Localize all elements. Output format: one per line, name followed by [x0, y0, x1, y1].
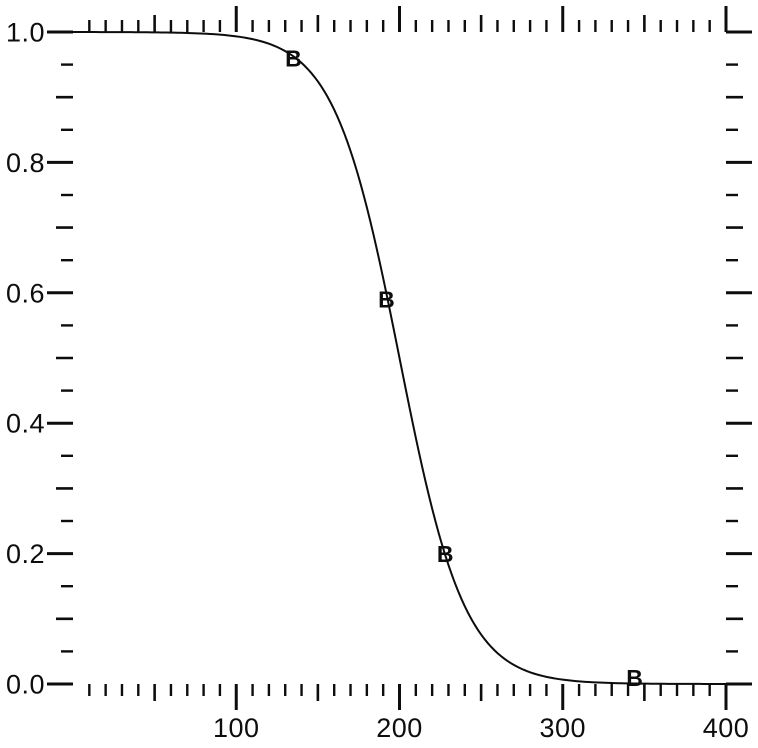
data-marker-B: B — [378, 287, 395, 313]
data-marker-B: B — [626, 665, 643, 691]
x-axis-tick-label: 400 — [703, 713, 750, 743]
bottom-axis: 100 200 300 400 — [88, 684, 750, 743]
y-axis-tick-label: 0.8 — [6, 148, 45, 178]
y-axis-tick-label: 0.4 — [6, 409, 45, 439]
data-marker-B: B — [285, 45, 302, 71]
fitted-curve — [73, 31, 726, 685]
y-axis-tick-label: 1.0 — [6, 18, 45, 48]
fitted-curve-group — [73, 31, 726, 685]
x-axis-tick-label: 200 — [376, 713, 423, 743]
y-axis-tick-label: 0.2 — [6, 539, 45, 569]
x-axis-tick-label: 100 — [213, 713, 260, 743]
right-axis — [726, 30, 752, 686]
y-axis-tick-label: 0.6 — [6, 278, 45, 308]
y-axis-tick-label: 0.0 — [6, 670, 45, 700]
top-axis — [88, 6, 728, 32]
data-point-markers: B B B B — [285, 45, 643, 690]
x-axis-tick-label: 300 — [539, 713, 586, 743]
left-axis: 0.0 0.2 0.4 0.6 0.8 1.0 — [6, 18, 73, 700]
data-marker-B: B — [437, 541, 454, 567]
